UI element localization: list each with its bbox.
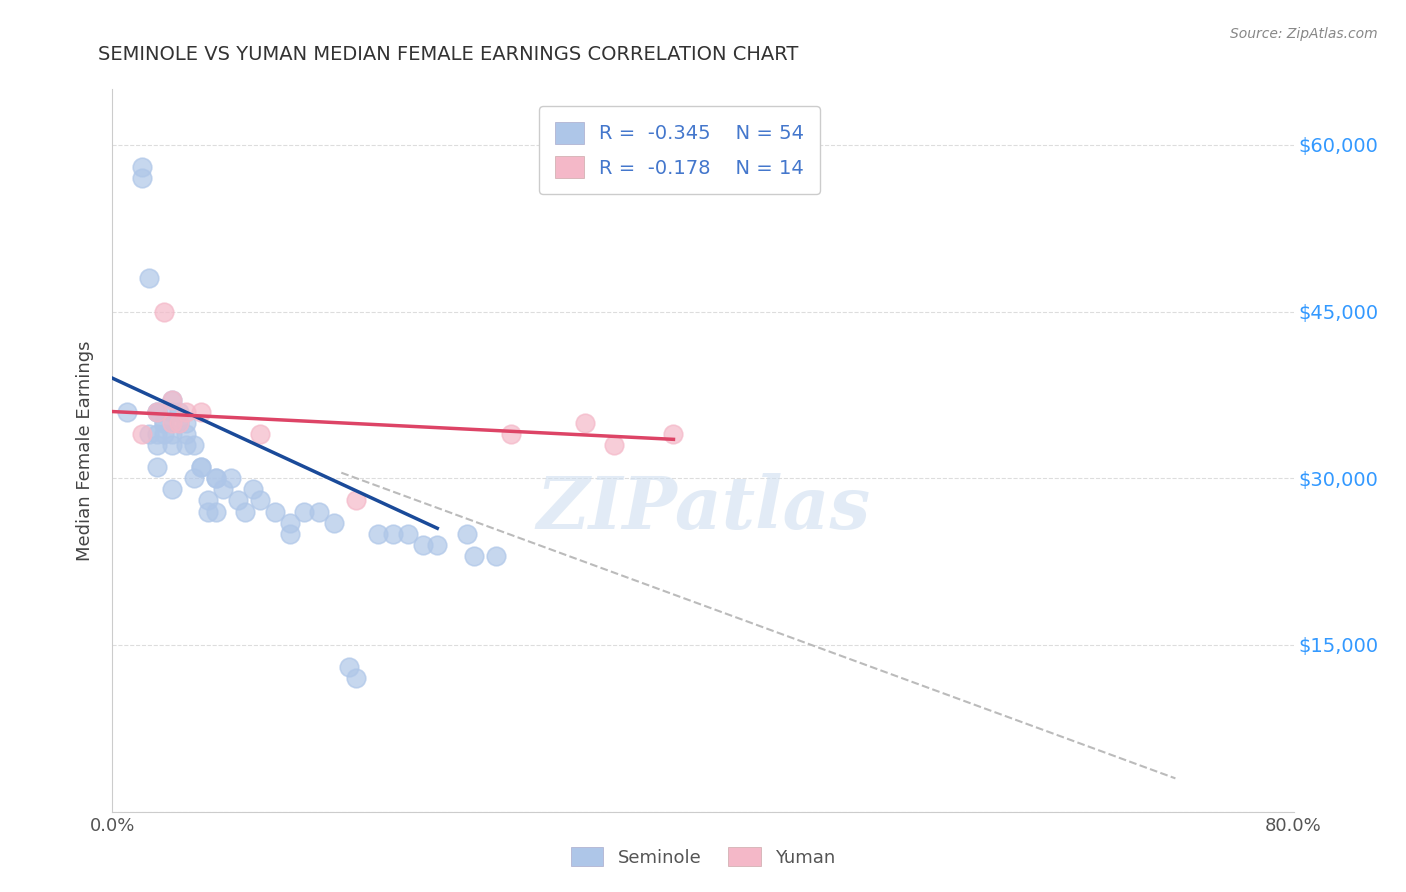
Point [146,404,169,418]
Point [190,460,212,475]
Point [212,483,235,497]
Point [146,460,169,475]
Point [323,516,346,530]
Text: ZIPatlas: ZIPatlas [536,473,870,544]
Point [131,426,153,441]
Point [249,426,271,441]
Legend: Seminole, Yuman: Seminole, Yuman [564,840,842,874]
Point [153,416,176,430]
Point [219,471,242,485]
Point [190,460,212,475]
Point [160,426,183,441]
Point [264,505,287,519]
Point [662,426,685,441]
Point [160,438,183,452]
Point [146,426,169,441]
Point [190,404,212,418]
Point [463,549,485,563]
Point [603,438,626,452]
Point [205,471,228,485]
Point [174,426,197,441]
Point [183,471,205,485]
Legend: R =  -0.345    N = 54, R =  -0.178    N = 14: R = -0.345 N = 54, R = -0.178 N = 14 [538,106,820,194]
Point [138,271,160,285]
Point [249,493,271,508]
Point [574,416,596,430]
Point [197,505,219,519]
Point [226,493,249,508]
Point [167,416,190,430]
Point [153,304,176,318]
Point [167,404,190,418]
Point [183,438,205,452]
Point [153,416,176,430]
Point [233,505,256,519]
Point [131,171,153,186]
Point [278,526,301,541]
Point [337,660,360,674]
Point [278,516,301,530]
Point [308,505,330,519]
Point [344,493,367,508]
Point [344,671,367,685]
Point [131,160,153,174]
Point [205,505,228,519]
Point [153,426,176,441]
Point [174,404,197,418]
Point [205,471,228,485]
Point [174,416,197,430]
Point [160,393,183,408]
Point [292,505,315,519]
Point [456,526,478,541]
Point [501,426,523,441]
Point [146,404,169,418]
Point [174,438,197,452]
Point [242,483,264,497]
Point [117,404,138,418]
Y-axis label: Median Female Earnings: Median Female Earnings [76,340,94,561]
Point [411,538,433,552]
Point [160,393,183,408]
Point [485,549,508,563]
Point [382,526,405,541]
Point [197,493,219,508]
Point [367,526,389,541]
Point [160,404,183,418]
Point [160,483,183,497]
Point [396,526,419,541]
Point [426,538,449,552]
Text: SEMINOLE VS YUMAN MEDIAN FEMALE EARNINGS CORRELATION CHART: SEMINOLE VS YUMAN MEDIAN FEMALE EARNINGS… [98,45,799,63]
Text: Source: ZipAtlas.com: Source: ZipAtlas.com [1230,27,1378,41]
Point [167,416,190,430]
Point [160,416,183,430]
Point [146,438,169,452]
Point [138,426,160,441]
Point [146,404,169,418]
